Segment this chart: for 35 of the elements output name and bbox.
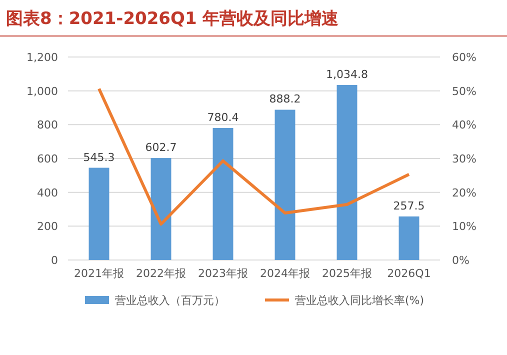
- y2-tick-label: 10%: [452, 220, 476, 234]
- x-tick-label: 2021年报: [74, 267, 124, 280]
- y2-tick-label: 0%: [452, 254, 470, 267]
- data-label: 602.7: [145, 141, 177, 154]
- y-tick-label: 200: [37, 220, 58, 234]
- x-tick-label: 2024年报: [260, 267, 310, 280]
- y2-tick-label: 40%: [452, 118, 476, 132]
- y-tick-label: 400: [37, 186, 58, 200]
- y-tick-label: 600: [37, 152, 58, 166]
- data-label: 780.4: [207, 110, 239, 124]
- data-label: 257.5: [393, 199, 425, 212]
- y2-tick-label: 20%: [452, 186, 476, 200]
- data-label: 545.3: [83, 150, 115, 164]
- title: 图表8：2021-2026Q1 年营收及同比增速: [6, 9, 339, 29]
- y2-tick-label: 30%: [452, 152, 476, 166]
- x-tick-label: 2025年报: [322, 267, 372, 280]
- legend-label: 营业总收入同比增长率(%): [295, 294, 424, 307]
- data-label: 888.2: [269, 92, 301, 106]
- y2-tick-label: 60%: [452, 51, 476, 64]
- x-tick-label: 2023年报: [198, 267, 248, 280]
- x-tick-label: 2022年报: [136, 267, 186, 280]
- y-tick-label: 1,200: [26, 51, 58, 64]
- x-tick-label: 2026Q1: [387, 267, 431, 280]
- data-label: 1,034.8: [326, 68, 368, 81]
- bar: [398, 216, 420, 260]
- bar: [212, 128, 234, 260]
- bar: [336, 84, 358, 260]
- bar: [274, 110, 296, 260]
- legend-label: 营业总收入（百万元）: [115, 294, 225, 307]
- bar: [150, 158, 172, 260]
- y-tick-label: 800: [37, 118, 58, 132]
- y2-tick-label: 50%: [452, 84, 476, 98]
- y-tick-label: 1,000: [26, 84, 58, 98]
- bar: [88, 168, 110, 260]
- y-tick-label: 0: [51, 254, 58, 267]
